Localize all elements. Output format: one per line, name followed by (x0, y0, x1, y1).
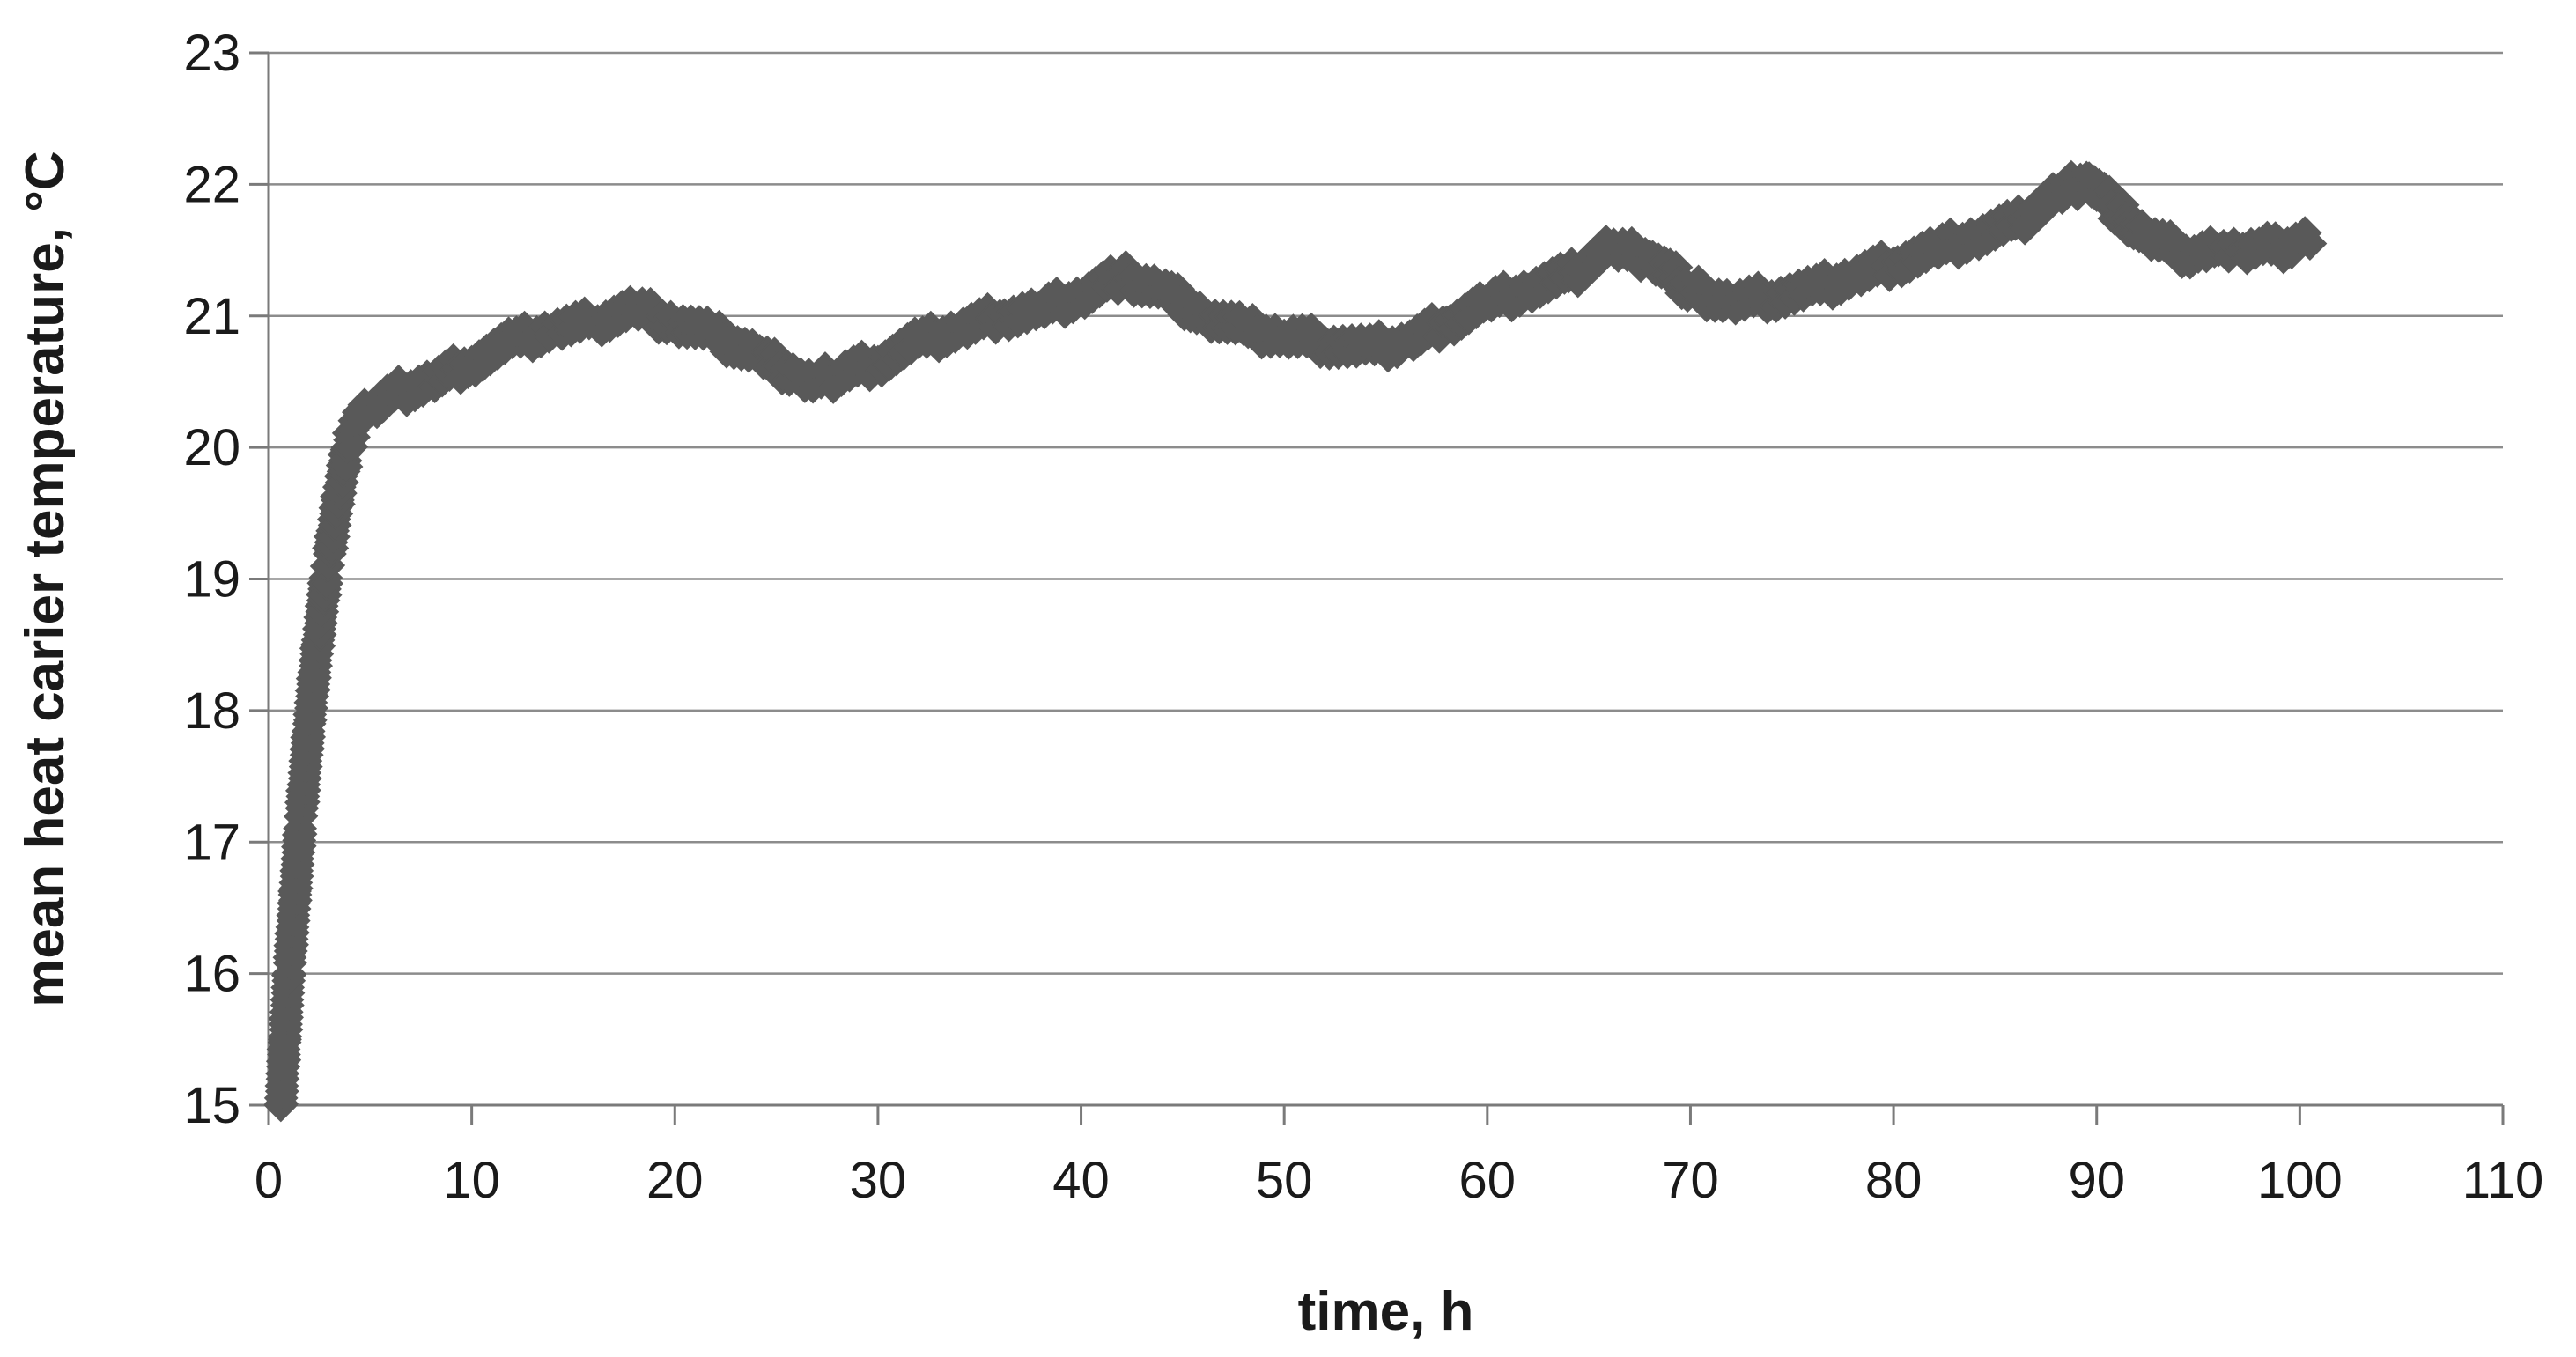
y-tick-label: 21 (183, 288, 240, 345)
y-axis-title: mean heat carier temperature, °C (15, 151, 76, 1007)
y-tick-label: 17 (183, 814, 240, 871)
x-tick-label: 60 (1459, 1152, 1517, 1209)
data-points-layer (263, 159, 2328, 1123)
data-point-dense (267, 1043, 302, 1078)
y-tick-label: 19 (183, 551, 240, 608)
y-tick-label: 22 (183, 156, 240, 213)
x-tick-label: 70 (1662, 1152, 1719, 1209)
data-point-dense (2287, 216, 2322, 251)
x-tick-label: 20 (646, 1152, 704, 1209)
x-tick-label: 90 (2068, 1152, 2125, 1209)
ticks-layer: 15 16 17 18 19 20 21 22 23 0 10 20 30 40 50 60 70 80 90 100… (183, 25, 2543, 1209)
x-tick-label: 80 (1865, 1152, 1923, 1209)
y-tick-label: 15 (183, 1077, 240, 1134)
y-tick-label: 23 (183, 25, 240, 82)
x-tick-label: 50 (1256, 1152, 1313, 1209)
grid-layer (269, 51, 2503, 975)
x-tick-label: 40 (1052, 1152, 1110, 1209)
y-tick-label: 18 (183, 682, 240, 740)
x-tick-label: 110 (2462, 1152, 2543, 1209)
y-tick-label: 16 (183, 946, 240, 1003)
x-tick-label: 30 (850, 1152, 907, 1209)
data-point-dense (283, 816, 318, 852)
x-axis-title: time, h (1298, 1281, 1474, 1342)
x-tick-label: 0 (255, 1152, 283, 1209)
y-tick-label: 20 (183, 419, 240, 476)
x-tick-label: 100 (2257, 1152, 2343, 1209)
x-tick-label: 10 (443, 1152, 500, 1209)
